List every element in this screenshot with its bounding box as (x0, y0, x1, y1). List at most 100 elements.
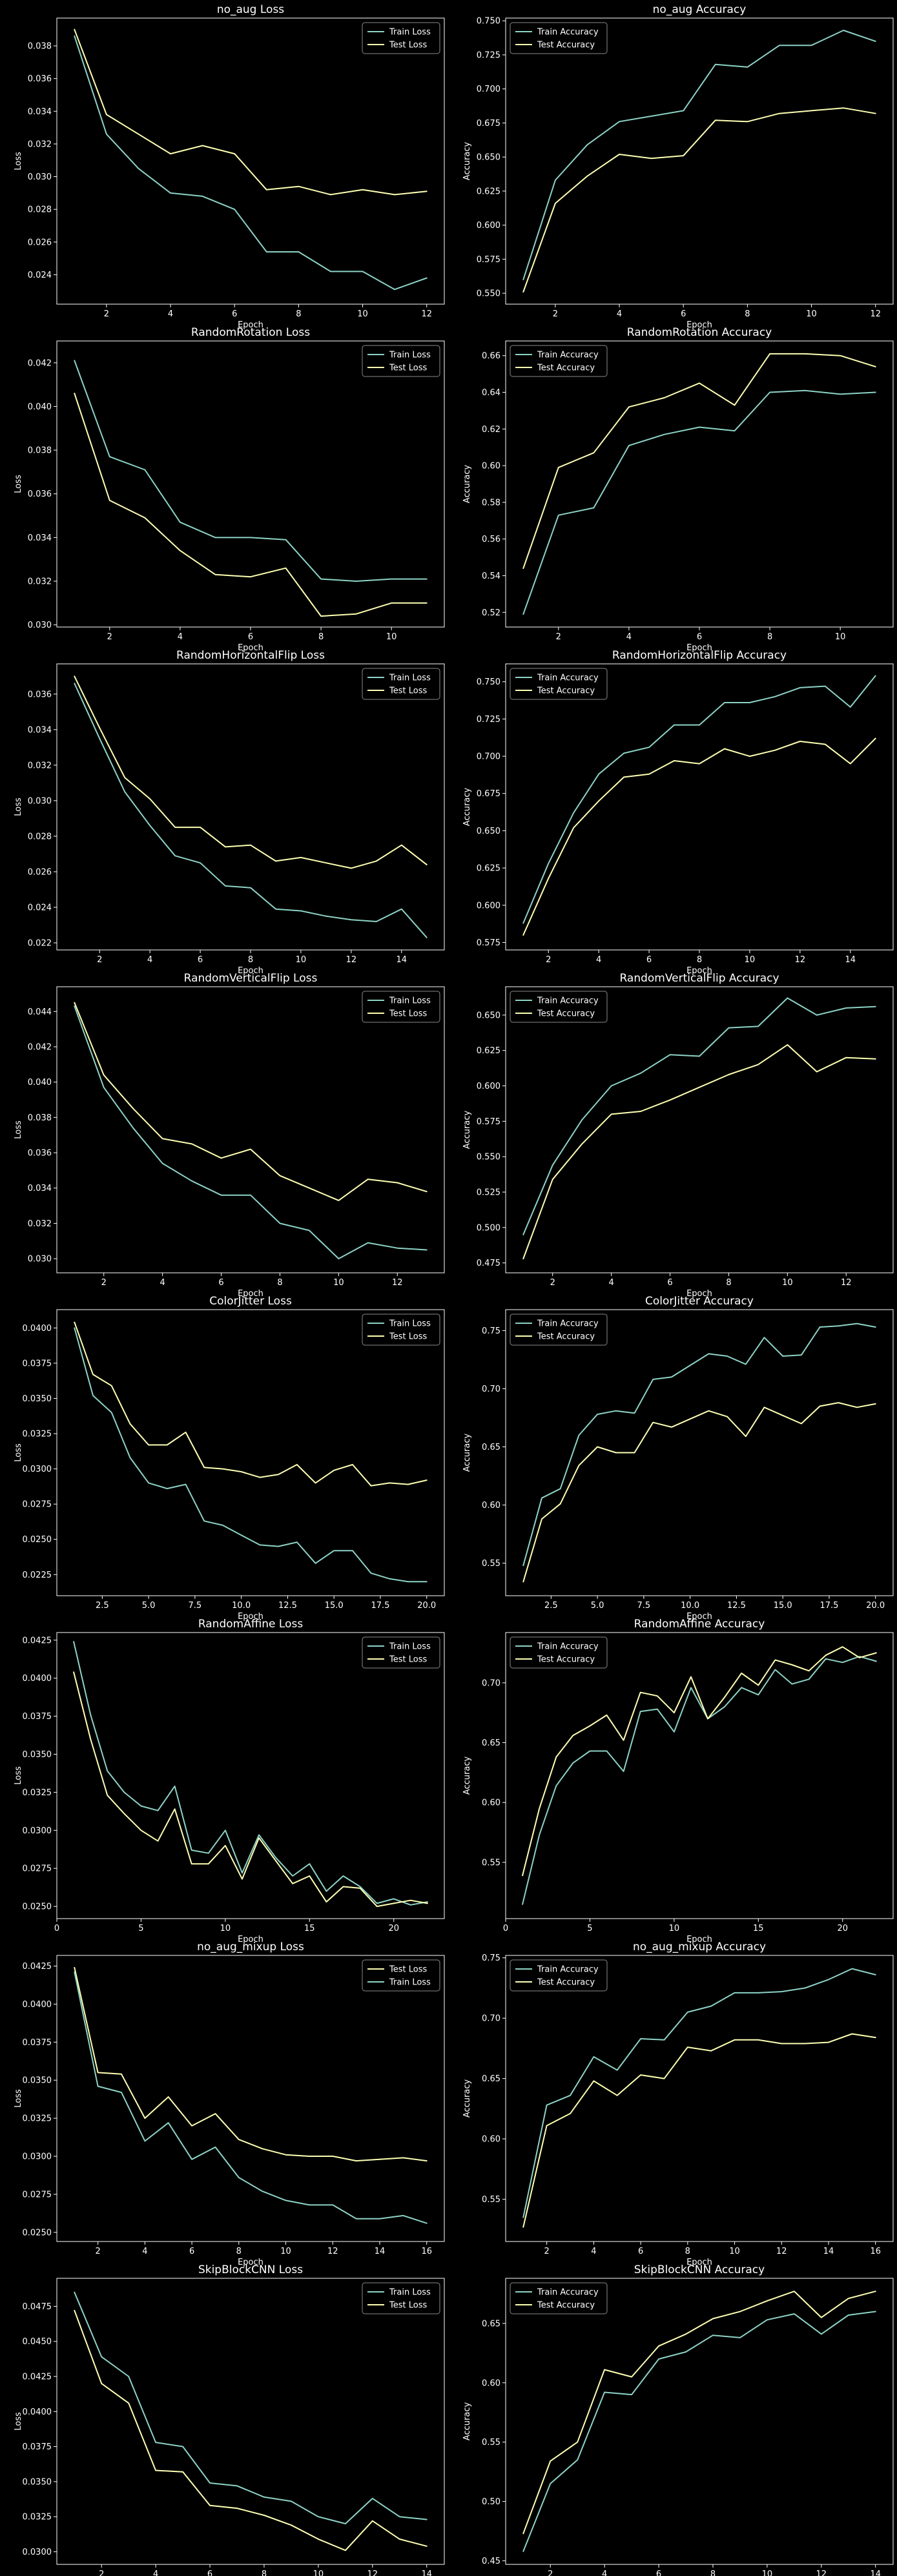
y-tick-label: 0.0350 (23, 2076, 52, 2086)
series-line-train (73, 1641, 428, 1906)
series-line-train (522, 2311, 876, 2552)
x-tick-label: 2 (99, 2570, 104, 2576)
y-axis-label: Accuracy (462, 2079, 472, 2118)
x-tick-label: 12 (346, 955, 357, 965)
x-tick-label: 12 (795, 955, 806, 965)
series-line-train (522, 675, 876, 924)
chart-title: no_aug_mixup Loss (197, 1941, 304, 1953)
x-tick-label: 2 (107, 632, 112, 642)
y-tick-label: 0.0275 (23, 1864, 52, 1874)
y-tick-label: 0.0425 (23, 2373, 52, 2382)
y-tick-label: 0.500 (477, 1223, 500, 1233)
x-tick-label: 6 (218, 1278, 223, 1288)
series-line-test (74, 1002, 428, 1201)
axes-frame (505, 1309, 894, 1596)
y-tick-label: 0.0325 (23, 2513, 52, 2522)
legend-entry: Train Accuracy (537, 351, 599, 360)
y-tick-label: 0.032 (28, 761, 52, 770)
x-tick-label: 0 (54, 1924, 59, 1933)
series-line-test (522, 1646, 877, 1877)
chart-panel: RandomRotation Accuracy 2 4 6 8 10 0.52 0.54 0.5… (462, 326, 894, 653)
chart-title: RandomRotation Loss (191, 326, 310, 339)
y-tick-label: 0.0350 (23, 1394, 52, 1404)
series-line-train (522, 997, 876, 1235)
legend-box (510, 1636, 608, 1669)
y-tick-label: 0.650 (477, 827, 500, 836)
y-tick-label: 0.75 (482, 1953, 500, 1963)
legend-box (510, 2282, 608, 2314)
legend-entry: Train Loss (389, 996, 431, 1006)
y-axis-label: Accuracy (462, 1111, 472, 1149)
y-tick-label: 0.58 (482, 498, 500, 508)
axes-frame (56, 1309, 445, 1596)
axes-frame (505, 986, 894, 1273)
x-tick-label: 4 (596, 955, 601, 965)
series-line-train (522, 1968, 876, 2218)
y-axis-label: Loss (14, 1443, 23, 1462)
x-axis-label: Epoch (238, 1612, 263, 1622)
legend-box (510, 1959, 608, 1992)
x-tick-label: 8 (296, 309, 301, 319)
y-tick-label: 0.650 (477, 1011, 500, 1020)
x-tick-label: 20.0 (417, 1601, 436, 1611)
y-tick-label: 0.038 (28, 1113, 52, 1123)
x-axis-label: Epoch (686, 320, 712, 330)
y-tick-label: 0.60 (482, 1501, 500, 1510)
y-tick-label: 0.575 (477, 255, 500, 265)
legend-box (362, 345, 440, 377)
y-tick-label: 0.475 (477, 1259, 500, 1268)
legend-entry: Train Accuracy (537, 28, 599, 37)
y-tick-label: 0.032 (28, 577, 52, 586)
y-tick-label: 0.034 (28, 107, 52, 117)
axes-frame (56, 17, 445, 305)
y-tick-label: 0.030 (28, 621, 52, 630)
y-tick-label: 0.032 (28, 139, 52, 149)
chart-title: ColorJitter Accuracy (645, 1295, 754, 1308)
y-tick-label: 0.034 (28, 725, 52, 735)
y-tick-label: 0.0400 (23, 2407, 52, 2417)
y-tick-label: 0.50 (482, 2497, 500, 2507)
series-line-train (74, 683, 428, 938)
y-tick-label: 0.0450 (23, 2337, 52, 2347)
y-axis-label: Loss (14, 1766, 23, 1785)
x-tick-label: 6 (638, 2247, 643, 2256)
x-tick-label: 14 (375, 2247, 386, 2256)
x-tick-label: 12 (870, 309, 881, 319)
x-tick-label: 16 (421, 2247, 432, 2256)
x-tick-label: 8 (318, 632, 324, 642)
legend-entry: Train Accuracy (537, 996, 599, 1006)
y-tick-label: 0.0375 (23, 2038, 52, 2048)
legend-entry: Train Loss (389, 1642, 431, 1652)
x-axis-label: Epoch (238, 1935, 263, 1944)
legend-box (362, 22, 440, 54)
x-tick-label: 12.5 (727, 1601, 746, 1611)
chart-panel: RandomVerticalFlip Accuracy 2 4 6 8 10 12 0.475… (462, 972, 894, 1299)
x-tick-label: 5 (587, 1924, 592, 1933)
legend: Train Loss Test Loss (362, 991, 440, 1023)
y-tick-label: 0.0425 (23, 1636, 52, 1645)
y-tick-label: 0.56 (482, 535, 500, 544)
legend-entry: Train Loss (389, 674, 431, 683)
chart-panel: ColorJitter Loss 2.5 5.0 7.5 10.0 12.5 15.0 17.… (14, 1295, 445, 1622)
legend-box (510, 1314, 608, 1346)
chart-panel: ColorJitter Accuracy 2.5 5.0 7.5 10.0 12.5 15.… (462, 1295, 894, 1622)
x-tick-label: 12 (816, 2570, 827, 2576)
series-line-test (522, 1044, 876, 1260)
y-tick-label: 0.0300 (23, 1826, 52, 1836)
x-tick-label: 6 (232, 309, 237, 319)
y-tick-label: 0.70 (482, 2014, 500, 2024)
x-tick-label: 12.5 (278, 1601, 297, 1611)
y-tick-label: 0.0250 (23, 1535, 52, 1545)
y-tick-label: 0.026 (28, 867, 52, 877)
legend-entry: Test Loss (389, 2301, 427, 2311)
y-tick-label: 0.66 (482, 351, 500, 361)
x-tick-label: 4 (591, 2247, 596, 2256)
y-tick-label: 0.032 (28, 1219, 52, 1229)
y-tick-label: 0.65 (482, 1738, 500, 1748)
y-tick-label: 0.0400 (23, 1324, 52, 1334)
y-axis-label: Accuracy (462, 465, 472, 504)
y-tick-label: 0.0400 (23, 1674, 52, 1684)
y-tick-label: 0.675 (477, 789, 500, 799)
y-axis-label: Loss (14, 475, 23, 493)
chart-title: ColorJitter Loss (209, 1295, 292, 1308)
